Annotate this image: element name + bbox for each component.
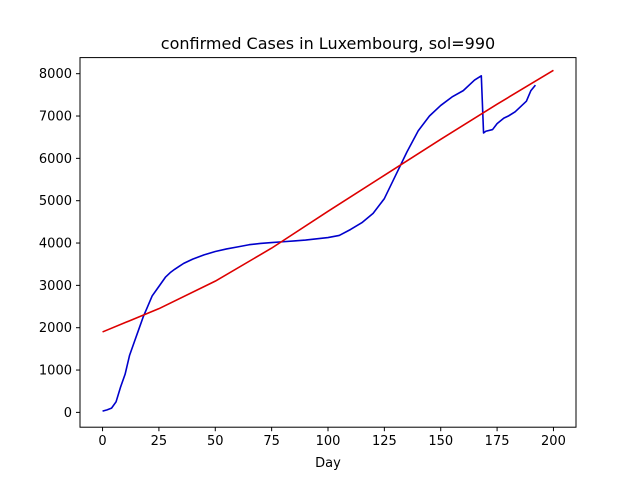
y-tick-label: 4000 [39, 237, 72, 252]
x-tick-label: 0 [98, 434, 106, 449]
x-tick-label: 100 [316, 434, 341, 449]
y-tick-label: 8000 [39, 67, 72, 82]
series-line-fit [102, 69, 554, 333]
y-tick-label: 1000 [39, 364, 72, 379]
x-tick-label: 175 [485, 434, 510, 449]
y-tick-label: 3000 [39, 279, 72, 294]
y-tick-label: 6000 [39, 152, 72, 167]
x-tick-label: 150 [428, 434, 453, 449]
chart-title: confirmed Cases in Luxembourg, sol=990 [161, 34, 495, 53]
x-tick-label: 75 [263, 434, 280, 449]
x-tick-label: 50 [207, 434, 224, 449]
y-tick-label: 7000 [39, 110, 72, 125]
y-axis: 0 1000 2000 3000 4000 5000 6000 7000 8000 [39, 67, 80, 421]
x-tick-label: 125 [372, 434, 397, 449]
y-tick-label: 2000 [39, 321, 72, 336]
y-tick-label: 0 [64, 406, 72, 421]
y-tick-label: 5000 [39, 194, 72, 209]
x-tick-label: 200 [541, 434, 566, 449]
x-axis: 0 25 50 75 100 125 150 175 200 [98, 427, 566, 449]
series-line-confirmed-cases [102, 75, 537, 412]
plot-series [102, 69, 554, 412]
x-axis-label: Day [315, 456, 341, 471]
x-tick-label: 25 [151, 434, 168, 449]
